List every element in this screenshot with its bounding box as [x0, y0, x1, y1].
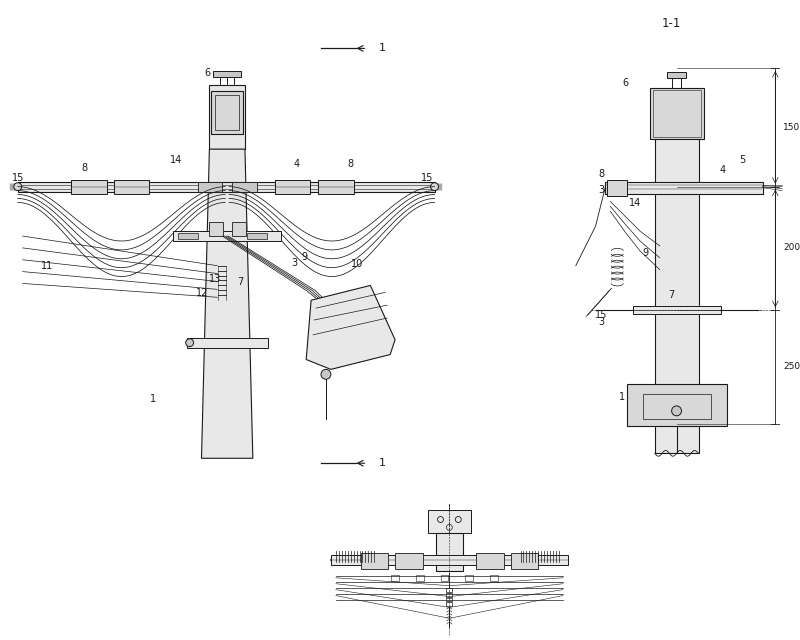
Bar	[361, 553, 388, 569]
Bar	[490, 575, 498, 580]
Text: 3: 3	[598, 317, 605, 327]
Text: 6: 6	[204, 68, 210, 78]
Bar	[416, 575, 424, 580]
Bar	[428, 509, 471, 533]
Bar	[395, 553, 422, 569]
Circle shape	[430, 182, 438, 191]
Polygon shape	[202, 149, 253, 458]
Bar	[666, 72, 686, 78]
Bar	[211, 91, 243, 134]
Polygon shape	[306, 285, 395, 369]
Text: 15: 15	[11, 173, 24, 183]
Text: 14: 14	[629, 198, 642, 209]
Text: 9: 9	[642, 248, 648, 258]
Text: 11: 11	[42, 260, 54, 271]
Text: 8: 8	[598, 169, 605, 179]
Text: 1: 1	[378, 458, 386, 468]
Text: 250: 250	[783, 362, 800, 371]
Bar	[446, 602, 452, 607]
Bar	[510, 553, 538, 569]
Bar	[607, 180, 627, 196]
Text: 200: 200	[783, 243, 800, 252]
Text: 4: 4	[720, 165, 726, 175]
Text: 15: 15	[421, 173, 433, 183]
Text: 7: 7	[669, 291, 674, 300]
Bar	[214, 71, 241, 77]
Text: 14: 14	[170, 155, 182, 165]
Bar	[210, 85, 245, 149]
Bar	[446, 593, 452, 596]
Text: 3: 3	[598, 184, 605, 195]
Text: 8: 8	[347, 159, 354, 169]
Bar	[232, 222, 246, 236]
Bar	[476, 553, 504, 569]
Bar	[18, 182, 434, 191]
Bar	[215, 95, 239, 131]
Text: 7: 7	[237, 278, 243, 287]
Bar	[198, 182, 222, 191]
Bar	[71, 180, 106, 193]
Circle shape	[14, 182, 22, 191]
Text: 6: 6	[622, 78, 628, 88]
Text: 15: 15	[595, 310, 608, 320]
Text: 9: 9	[301, 252, 307, 262]
Text: 13: 13	[209, 273, 222, 284]
Bar	[441, 575, 449, 580]
Text: 1: 1	[619, 392, 626, 402]
Circle shape	[672, 406, 682, 416]
Circle shape	[186, 339, 194, 347]
Text: 8: 8	[81, 163, 87, 173]
Bar	[274, 180, 310, 193]
Bar	[643, 394, 711, 419]
Bar	[331, 555, 568, 565]
Bar	[650, 88, 704, 140]
Text: 3: 3	[291, 258, 298, 268]
Bar	[446, 598, 452, 602]
Bar	[627, 384, 727, 426]
Bar	[173, 231, 282, 241]
Bar	[446, 588, 452, 591]
Bar	[232, 182, 257, 191]
Text: 4: 4	[294, 159, 299, 169]
Bar	[655, 118, 699, 453]
Bar	[653, 90, 702, 138]
Bar	[633, 306, 721, 314]
Text: 10: 10	[351, 259, 364, 269]
Circle shape	[321, 369, 331, 380]
Bar	[391, 575, 399, 580]
Text: 150: 150	[783, 123, 800, 132]
Text: 12: 12	[196, 289, 209, 298]
Text: 1: 1	[378, 44, 386, 53]
Bar	[318, 180, 354, 193]
Bar	[606, 182, 763, 193]
Bar	[210, 222, 223, 236]
Bar	[186, 338, 268, 348]
Bar	[435, 533, 463, 571]
Bar	[114, 180, 149, 193]
Text: 1: 1	[150, 394, 156, 404]
Bar	[247, 233, 266, 239]
Text: 1-1: 1-1	[662, 17, 682, 30]
Text: 5: 5	[740, 155, 746, 165]
Bar	[178, 233, 198, 239]
Bar	[465, 575, 473, 580]
